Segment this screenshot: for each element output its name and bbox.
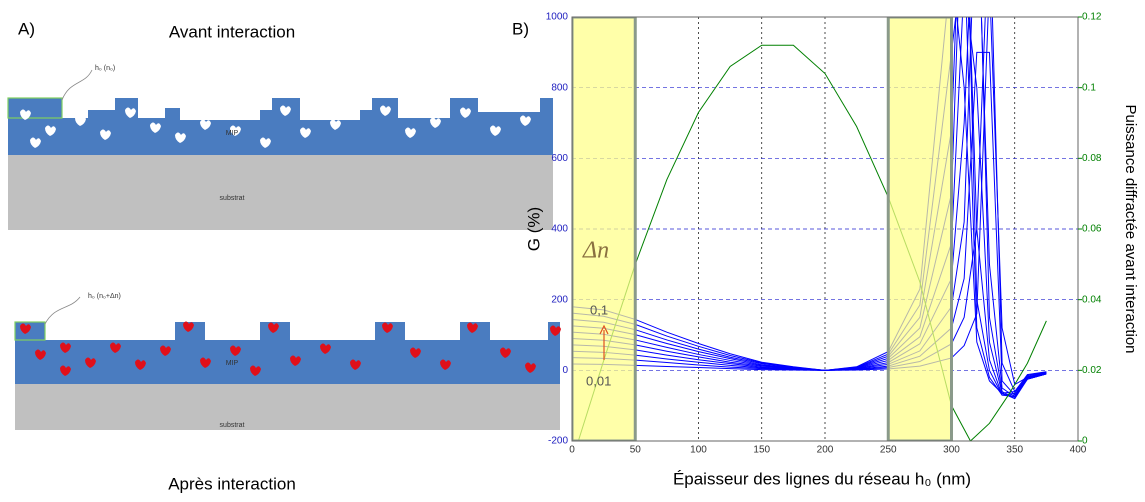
annotation: Δn	[582, 238, 609, 264]
x-tick-label: 0	[569, 445, 575, 456]
panel-title: Après interaction	[168, 474, 296, 493]
x-tick-label: 150	[753, 445, 770, 456]
y-tick-label: 0	[562, 365, 568, 376]
highlight-band	[572, 17, 637, 441]
annotation: 0,1	[590, 302, 608, 317]
x-tick-label: 300	[943, 445, 960, 456]
y-axis-title: G (%)	[524, 207, 543, 251]
panel-title: Avant interaction	[169, 22, 295, 41]
series-line	[572, 17, 1047, 393]
x-axis-title: Épaisseur des lignes du réseau h₀ (nm)	[673, 469, 971, 488]
plot-area	[572, 17, 1078, 441]
x-tick-label: 250	[880, 445, 897, 456]
x-tick-label: 50	[630, 445, 642, 456]
series-line	[572, 17, 1047, 400]
x-tick-label: 350	[1006, 445, 1023, 456]
y2-tick-label: 0.02	[1082, 365, 1102, 376]
series-line	[572, 17, 1047, 396]
x-tick-label: 100	[690, 445, 707, 456]
plot: 0 50 100 150 200 250 300 350 400-200020040060080…	[546, 12, 1102, 456]
highlight-band	[886, 17, 953, 441]
series-line	[572, 17, 1047, 394]
bottom-diagram	[14, 296, 561, 430]
x-tick-label: 200	[817, 445, 834, 456]
annotation: 0,01	[586, 373, 611, 388]
height-label: h₀ (n₀)	[95, 65, 115, 72]
substrate-label: substrat	[220, 422, 245, 429]
substrate-label: substrat	[220, 195, 245, 202]
y-tick-label: 800	[551, 82, 568, 93]
y-tick-label: -200	[548, 436, 568, 447]
panel-label: A)	[18, 19, 35, 38]
y2-tick-label: 0	[1082, 436, 1088, 447]
y-tick-label: 400	[551, 224, 568, 235]
top-diagram	[7, 69, 553, 230]
layer-label: MIP	[226, 360, 239, 367]
y2-tick-label: 0.04	[1082, 294, 1102, 305]
x-tick-label: 400	[1070, 445, 1087, 456]
y-tick-label: 600	[551, 153, 568, 164]
y-tick-label: 1000	[546, 12, 569, 23]
series-line	[577, 44, 1047, 441]
height-label: h₀ (n₀+Δn)	[88, 293, 121, 300]
y2-axis-title: Puissance diffractée avant interaction	[1122, 104, 1139, 353]
layer-label: MIP	[226, 130, 239, 137]
y2-tick-label: 0.1	[1082, 82, 1096, 93]
y2-tick-label: 0.12	[1082, 12, 1102, 23]
y2-tick-label: 0.06	[1082, 224, 1102, 235]
y2-tick-label: 0.08	[1082, 153, 1102, 164]
arrow-head	[599, 324, 609, 335]
series-line	[572, 17, 1047, 398]
series-line	[572, 51, 1047, 396]
series-line	[572, 17, 1047, 398]
series-line	[572, 17, 1047, 400]
panel-label: B)	[512, 19, 529, 38]
y-tick-label: 200	[551, 294, 568, 305]
